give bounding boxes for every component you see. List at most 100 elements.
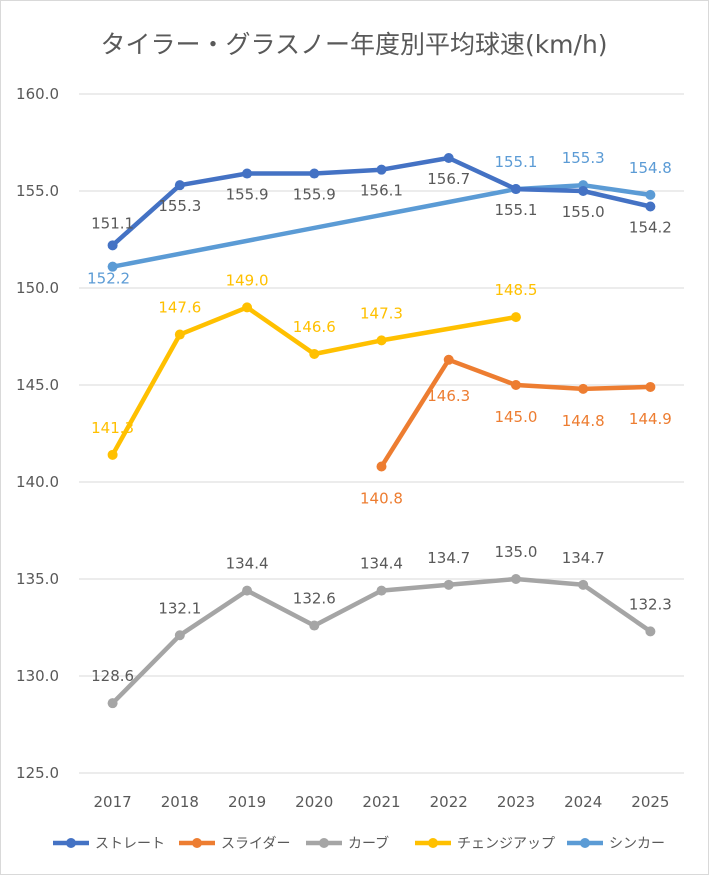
- y-axis: 125.0 130.0 135.0 140.0 145.0 150.0 155.0 160.0: [16, 85, 59, 782]
- data-label: 155.9: [226, 186, 269, 204]
- x-tick-label: 2025: [631, 793, 669, 811]
- y-tick-label: 130.0: [16, 667, 59, 685]
- x-tick-label: 2018: [161, 793, 199, 811]
- x-tick-label: 2017: [94, 793, 132, 811]
- data-point: [107, 261, 118, 272]
- data-point: [242, 168, 253, 179]
- y-tick-label: 160.0: [16, 85, 59, 103]
- data-point: [309, 348, 320, 359]
- data-point: [443, 354, 454, 365]
- y-tick-label: 150.0: [16, 279, 59, 297]
- legend-swatch-marker: [192, 838, 202, 848]
- legend-label: シンカー: [609, 836, 665, 852]
- data-label: 134.7: [427, 549, 470, 567]
- data-label: 156.7: [427, 170, 470, 188]
- data-point: [645, 626, 656, 637]
- data-label: 152.2: [87, 270, 130, 288]
- x-tick-label: 2020: [295, 793, 333, 811]
- legend-swatch-marker: [428, 838, 438, 848]
- data-label: 140.8: [360, 489, 403, 507]
- data-point: [309, 168, 320, 179]
- x-axis: 2017 2018 2019 2020 2021 2022 2023 2024 2025: [94, 793, 670, 811]
- chart-title: タイラー・グラスノー年度別平均球速(km/h): [100, 30, 607, 59]
- data-label: 155.0: [562, 203, 605, 221]
- data-point: [645, 201, 656, 212]
- data-label: 134.4: [360, 555, 403, 573]
- legend-item: チェンジアップ: [415, 836, 555, 852]
- data-label: 149.0: [226, 271, 269, 289]
- data-labels: 151.1 155.3 155.9 155.9 156.1 156.7 155.1 155.0…: [87, 149, 672, 685]
- x-tick-label: 2019: [228, 793, 266, 811]
- data-point: [174, 329, 185, 340]
- legend-swatch-marker: [580, 838, 590, 848]
- data-label: 147.3: [360, 304, 403, 322]
- data-point: [443, 153, 454, 164]
- data-point: [510, 312, 521, 323]
- data-label: 151.1: [91, 214, 134, 232]
- data-label: 135.0: [494, 543, 537, 561]
- data-label: 134.4: [226, 555, 269, 573]
- legend-swatch-marker: [319, 838, 329, 848]
- data-label: 132.6: [293, 590, 336, 608]
- data-point: [578, 383, 589, 394]
- data-point: [107, 449, 118, 460]
- data-point: [578, 186, 589, 196]
- legend-item: ストレート: [53, 836, 165, 852]
- series-line: [110, 576, 653, 706]
- data-point: [242, 585, 253, 596]
- x-tick-label: 2023: [497, 793, 535, 811]
- data-label: 155.3: [158, 197, 201, 215]
- y-tick-label: 155.0: [16, 182, 59, 200]
- legend-label: ストレート: [95, 836, 165, 852]
- legend-item: シンカー: [567, 836, 665, 852]
- data-label: 146.3: [427, 387, 470, 405]
- data-point: [242, 302, 253, 313]
- data-point: [174, 630, 185, 641]
- data-point: [510, 184, 521, 195]
- data-label: 156.1: [360, 182, 403, 200]
- data-point: [107, 698, 118, 709]
- data-label: 141.3: [91, 419, 134, 437]
- data-point: [376, 335, 387, 346]
- plot-area: [107, 153, 656, 709]
- data-point: [376, 461, 387, 472]
- legend-item: スライダー: [179, 836, 290, 852]
- y-tick-label: 140.0: [16, 473, 59, 491]
- y-tick-label: 135.0: [16, 570, 59, 588]
- legend-item: カーブ: [306, 835, 389, 852]
- data-point: [645, 381, 656, 392]
- gridlines: [79, 93, 684, 774]
- data-label: 154.8: [629, 159, 672, 177]
- data-label: 148.5: [494, 281, 537, 299]
- data-label: 147.6: [158, 299, 201, 317]
- data-label: 155.3: [562, 149, 605, 167]
- data-label: 154.2: [629, 219, 672, 237]
- legend-label: チェンジアップ: [457, 836, 555, 852]
- data-point: [645, 189, 656, 200]
- series-line: [110, 305, 519, 458]
- data-point: [510, 574, 521, 584]
- x-tick-label: 2024: [564, 793, 602, 811]
- data-label: 155.1: [494, 153, 537, 171]
- legend: ストレート スライダー カーブ チェンジアップ シンカー: [53, 835, 665, 852]
- legend-swatch-marker: [66, 838, 76, 848]
- data-point: [174, 180, 185, 191]
- data-label: 128.6: [91, 667, 134, 685]
- x-tick-label: 2022: [430, 793, 468, 811]
- data-label: 144.8: [562, 412, 605, 430]
- data-label: 155.9: [293, 186, 336, 204]
- data-point: [376, 585, 387, 596]
- data-point: [376, 164, 387, 175]
- legend-label: スライダー: [221, 836, 290, 852]
- data-point: [443, 579, 454, 590]
- data-point: [578, 579, 589, 590]
- data-label: 144.9: [629, 410, 672, 428]
- series-line: [110, 182, 653, 269]
- data-label: 146.6: [293, 318, 336, 336]
- x-tick-label: 2021: [362, 793, 400, 811]
- data-label: 155.1: [494, 201, 537, 219]
- data-point: [510, 380, 521, 390]
- data-point: [309, 620, 320, 631]
